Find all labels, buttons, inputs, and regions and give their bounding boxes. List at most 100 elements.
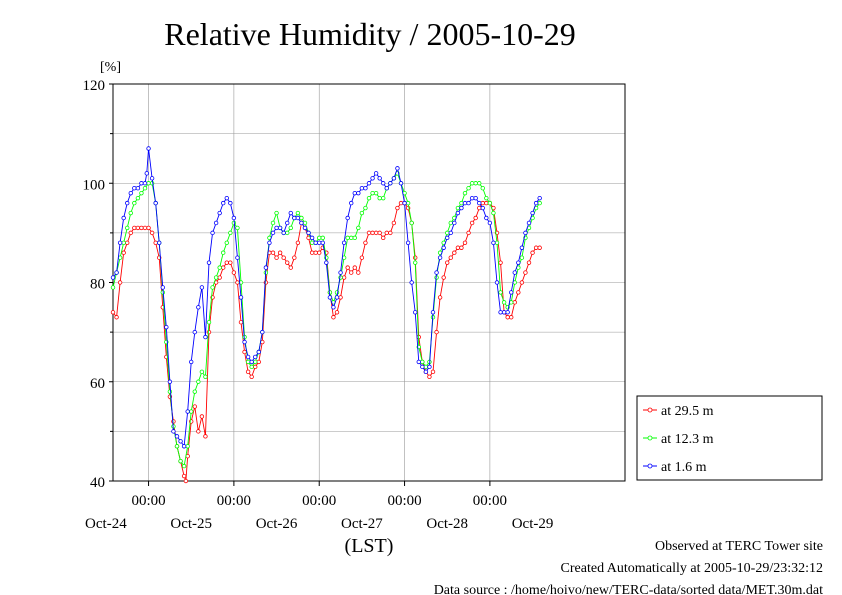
data-point: [423, 369, 429, 375]
data-point: [537, 195, 542, 201]
data-point: [519, 280, 525, 285]
data-point: [395, 205, 400, 211]
time-tick-label: 00:00: [217, 493, 251, 509]
series-3: [110, 146, 542, 449]
data-point: [512, 300, 517, 305]
data-point: [231, 215, 237, 221]
data-point: [117, 240, 123, 245]
data-point: [455, 245, 461, 250]
data-point: [192, 389, 197, 394]
data-point: [377, 195, 382, 201]
data-point: [363, 205, 368, 211]
data-point: [121, 250, 126, 255]
data-point: [459, 245, 464, 250]
data-point: [224, 195, 229, 201]
data-point: [317, 240, 322, 245]
data-point: [388, 230, 393, 236]
time-tick-label: 00:00: [302, 493, 336, 509]
data-point: [295, 210, 301, 216]
data-point: [117, 280, 123, 285]
data-point: [192, 404, 197, 409]
data-point: [448, 220, 453, 226]
data-point: [427, 364, 432, 370]
data-point: [135, 186, 141, 191]
data-point: [398, 200, 404, 206]
data-point: [160, 285, 165, 290]
data-point: [473, 215, 478, 221]
y-axis-unit: [%]: [100, 60, 121, 75]
data-point: [309, 240, 315, 245]
data-point: [469, 195, 475, 201]
chart-title: Relative Humidity / 2005-10-29: [164, 16, 576, 52]
data-point: [349, 235, 354, 241]
data-point: [196, 305, 201, 310]
data-point: [224, 260, 229, 265]
data-point: [381, 195, 386, 201]
data-point: [295, 215, 301, 221]
series-layer: [110, 146, 542, 484]
data-point: [285, 220, 290, 226]
data-point: [224, 240, 229, 245]
data-point: [359, 186, 365, 191]
data-point: [434, 329, 439, 335]
data-point: [270, 250, 276, 255]
data-point: [477, 200, 482, 206]
data-point: [423, 364, 429, 370]
data-point: [370, 230, 375, 236]
y-tick-label: 60: [90, 376, 105, 392]
data-point: [114, 315, 119, 320]
data-point: [533, 245, 539, 250]
data-point: [256, 349, 261, 355]
data-point: [142, 181, 148, 186]
data-point: [420, 359, 425, 365]
data-point: [231, 270, 237, 275]
data-point: [203, 334, 208, 340]
data-point: [505, 315, 510, 320]
date-tick-label: Oct-24: [85, 516, 127, 532]
data-point: [466, 200, 471, 206]
data-point: [377, 230, 382, 236]
data-point: [334, 310, 340, 315]
data-point: [459, 205, 464, 211]
data-point: [487, 200, 493, 206]
data-point: [267, 240, 272, 245]
data-point: [157, 240, 162, 245]
data-point: [373, 230, 379, 236]
data-point: [477, 205, 482, 211]
data-point: [516, 290, 521, 295]
data-point: [359, 210, 365, 216]
data-point: [484, 200, 489, 206]
date-tick-label: Oct-28: [426, 516, 468, 532]
data-point: [144, 171, 149, 176]
data-point: [345, 215, 350, 221]
data-point: [349, 270, 354, 275]
data-point: [213, 275, 219, 280]
data-point: [526, 220, 532, 226]
data-point: [217, 210, 222, 216]
data-point: [391, 220, 397, 226]
data-point: [228, 200, 233, 206]
data-point: [270, 220, 276, 226]
data-point: [110, 275, 116, 280]
data-point: [164, 324, 169, 330]
data-point: [292, 255, 297, 260]
data-point: [366, 195, 372, 201]
data-point: [491, 210, 496, 216]
data-point: [459, 200, 464, 206]
data-point: [221, 250, 226, 255]
data-point: [413, 260, 418, 265]
data-point: [183, 478, 189, 484]
data-point: [480, 205, 485, 211]
data-point: [523, 270, 528, 275]
data-point: [132, 200, 137, 206]
data-point: [384, 186, 389, 191]
legend-swatch-marker: [647, 463, 653, 469]
data-point: [484, 215, 489, 221]
data-point: [260, 329, 265, 335]
data-point: [509, 315, 514, 320]
data-point: [153, 240, 158, 245]
data-point: [263, 265, 269, 270]
legend-label: at 29.5 m: [661, 404, 714, 419]
data-point: [253, 359, 258, 365]
data-point: [249, 374, 254, 379]
